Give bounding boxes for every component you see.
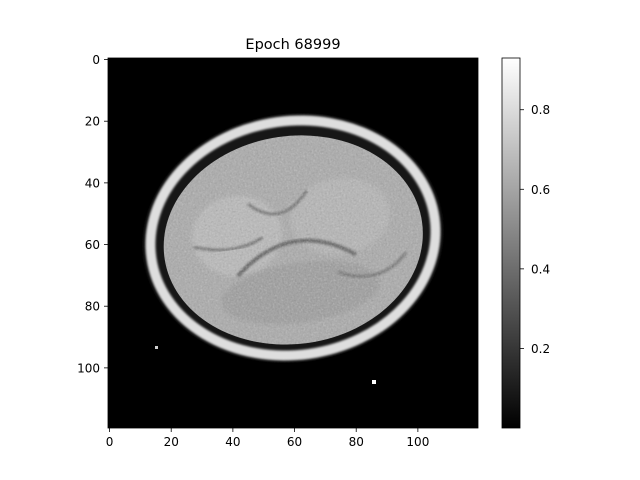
x-tick-label: 0 xyxy=(106,435,114,449)
x-tick-label: 100 xyxy=(406,435,429,449)
colorbar-tick-label: 0.2 xyxy=(531,342,550,356)
x-tick-label: 80 xyxy=(349,435,364,449)
colorbar-ticks: 0.2 0.4 0.6 0.8 xyxy=(520,103,550,356)
colorbar-tick-label: 0.4 xyxy=(531,262,550,276)
y-axis: 0 20 40 60 80 100 xyxy=(77,53,108,375)
y-tick-label: 0 xyxy=(92,53,100,67)
chart-title: Epoch 68999 xyxy=(245,37,340,53)
y-tick-label: 80 xyxy=(85,300,100,314)
colorbar-tick-label: 0.8 xyxy=(531,103,550,117)
y-tick-label: 40 xyxy=(85,176,100,190)
x-tick-label: 20 xyxy=(164,435,179,449)
heatmap-image xyxy=(108,58,478,428)
x-axis: 0 20 40 60 80 100 xyxy=(106,428,429,449)
x-tick-label: 60 xyxy=(287,435,302,449)
colorbar-frame xyxy=(501,57,521,429)
skull-ring xyxy=(145,115,441,361)
brain-slice xyxy=(143,114,443,362)
x-tick-label: 40 xyxy=(225,435,240,449)
y-tick-label: 20 xyxy=(85,115,100,129)
colorbar-tick-label: 0.6 xyxy=(531,183,550,197)
y-tick-label: 60 xyxy=(85,238,100,252)
colorbar: 0.2 0.4 0.6 0.8 xyxy=(501,57,550,429)
plot-frame xyxy=(107,57,479,429)
y-tick-label: 100 xyxy=(77,361,100,375)
colorbar-gradient xyxy=(502,58,520,428)
